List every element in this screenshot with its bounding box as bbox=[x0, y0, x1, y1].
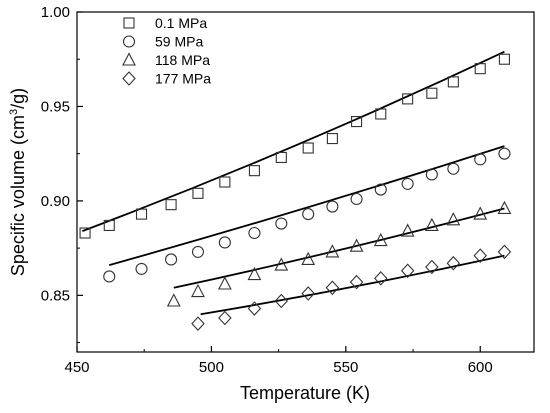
data-point-square bbox=[192, 187, 204, 199]
legend: 0.1 MPa 59 MPa 118 MPa 177 MPa bbox=[122, 15, 211, 87]
y-tick-label: 0.85 bbox=[41, 287, 70, 304]
data-point-square bbox=[302, 142, 314, 154]
y-axis-title-superscript: 3 bbox=[8, 109, 20, 115]
data-point-circle bbox=[326, 200, 339, 213]
legend-marker-square bbox=[123, 17, 135, 29]
data-point-triangle bbox=[301, 251, 316, 265]
data-point-triangle bbox=[473, 206, 488, 220]
data-point-square bbox=[135, 208, 148, 220]
data-point-diamond bbox=[325, 280, 340, 296]
fit-line-square bbox=[82, 50, 505, 232]
data-point-diamond bbox=[218, 310, 232, 326]
fit-lines bbox=[82, 50, 505, 316]
x-tick-label: 500 bbox=[199, 359, 224, 376]
legend-label: 118 MPa bbox=[155, 52, 210, 68]
data-point-circle bbox=[374, 183, 387, 196]
y-axis-title: Specific volume (cm3/g) bbox=[8, 88, 28, 276]
x-tick-label: 450 bbox=[64, 359, 89, 376]
legend-marker-diamond bbox=[122, 71, 136, 86]
data-point-circle bbox=[401, 177, 414, 190]
data-point-square bbox=[447, 76, 459, 88]
fit-line-triangle bbox=[173, 207, 505, 289]
data-point-diamond bbox=[191, 316, 205, 331]
data-point-circle bbox=[474, 153, 487, 166]
data-point-square bbox=[79, 227, 91, 239]
fit-line-diamond bbox=[200, 254, 505, 316]
data-point-triangle bbox=[247, 266, 262, 281]
y-tick-label: 0.95 bbox=[41, 98, 70, 115]
data-point-square bbox=[498, 53, 510, 65]
data-point-diamond bbox=[349, 274, 364, 290]
data-point-square bbox=[375, 108, 387, 120]
data-point-triangle bbox=[191, 283, 205, 298]
data-point-circle bbox=[350, 192, 363, 206]
data-point-triangle bbox=[373, 232, 388, 247]
data-point-square bbox=[351, 116, 363, 128]
x-axis-title: Temperature (K) bbox=[240, 383, 370, 403]
data-point-square bbox=[165, 199, 177, 211]
data-point-square bbox=[402, 93, 414, 105]
data-point-diamond bbox=[400, 263, 415, 279]
data-point-circle bbox=[165, 253, 178, 266]
legend-marker-circle bbox=[122, 35, 136, 48]
data-point-square bbox=[103, 219, 115, 231]
data-point-circle bbox=[275, 217, 288, 230]
data-point-triangle bbox=[424, 217, 439, 231]
legend-label: 0.1 MPa bbox=[155, 15, 207, 31]
data-point-diamond bbox=[473, 248, 487, 263]
data-point-square bbox=[474, 63, 486, 75]
data-point-circle bbox=[191, 245, 205, 258]
data-point-diamond bbox=[425, 259, 439, 275]
data-point-triangle bbox=[446, 212, 461, 226]
data-point-triangle bbox=[325, 244, 340, 258]
legend-marker-triangle bbox=[122, 52, 136, 66]
data-point-circle bbox=[302, 208, 315, 221]
data-point-diamond bbox=[274, 293, 289, 309]
data-point-square bbox=[426, 87, 438, 99]
data-point-circle bbox=[498, 147, 511, 160]
data-point-triangle bbox=[274, 257, 289, 271]
data-point-triangle bbox=[349, 238, 364, 252]
data-point-circle bbox=[425, 168, 438, 181]
x-tick-label: 550 bbox=[333, 359, 358, 376]
data-point-circle bbox=[103, 270, 116, 283]
data-point-diamond bbox=[446, 255, 461, 271]
data-point-circle bbox=[218, 236, 231, 249]
data-point-triangle bbox=[497, 200, 512, 214]
x-tick-label: 600 bbox=[468, 359, 493, 376]
y-tick-label: 0.90 bbox=[41, 193, 70, 210]
legend-label: 177 MPa bbox=[155, 71, 211, 87]
y-tick-label: 1.00 bbox=[41, 4, 70, 21]
y-axis-title-main: Specific volume (cm bbox=[8, 115, 28, 276]
data-point-triangle bbox=[400, 223, 415, 237]
data-point-diamond bbox=[497, 244, 512, 260]
data-point-circle bbox=[447, 162, 460, 175]
data-points bbox=[79, 53, 512, 331]
data-point-square bbox=[248, 165, 260, 177]
data-point-diamond bbox=[247, 301, 262, 316]
plot-frame bbox=[76, 11, 535, 353]
fit-line-circle bbox=[109, 145, 505, 266]
y-axis-title-tail: /g) bbox=[8, 88, 28, 109]
data-point-diamond bbox=[374, 271, 388, 286]
data-point-triangle bbox=[217, 276, 232, 290]
axis-ticks: 450 500 550 600 0.85 0.90 0.95 1.00 bbox=[41, 4, 493, 376]
data-point-square bbox=[275, 151, 287, 163]
data-point-diamond bbox=[301, 286, 315, 301]
data-point-square bbox=[326, 133, 338, 145]
data-point-triangle bbox=[166, 293, 181, 307]
data-point-circle bbox=[248, 226, 261, 240]
data-point-square bbox=[219, 176, 231, 188]
data-point-circle bbox=[135, 262, 148, 275]
legend-label: 59 MPa bbox=[155, 34, 203, 50]
